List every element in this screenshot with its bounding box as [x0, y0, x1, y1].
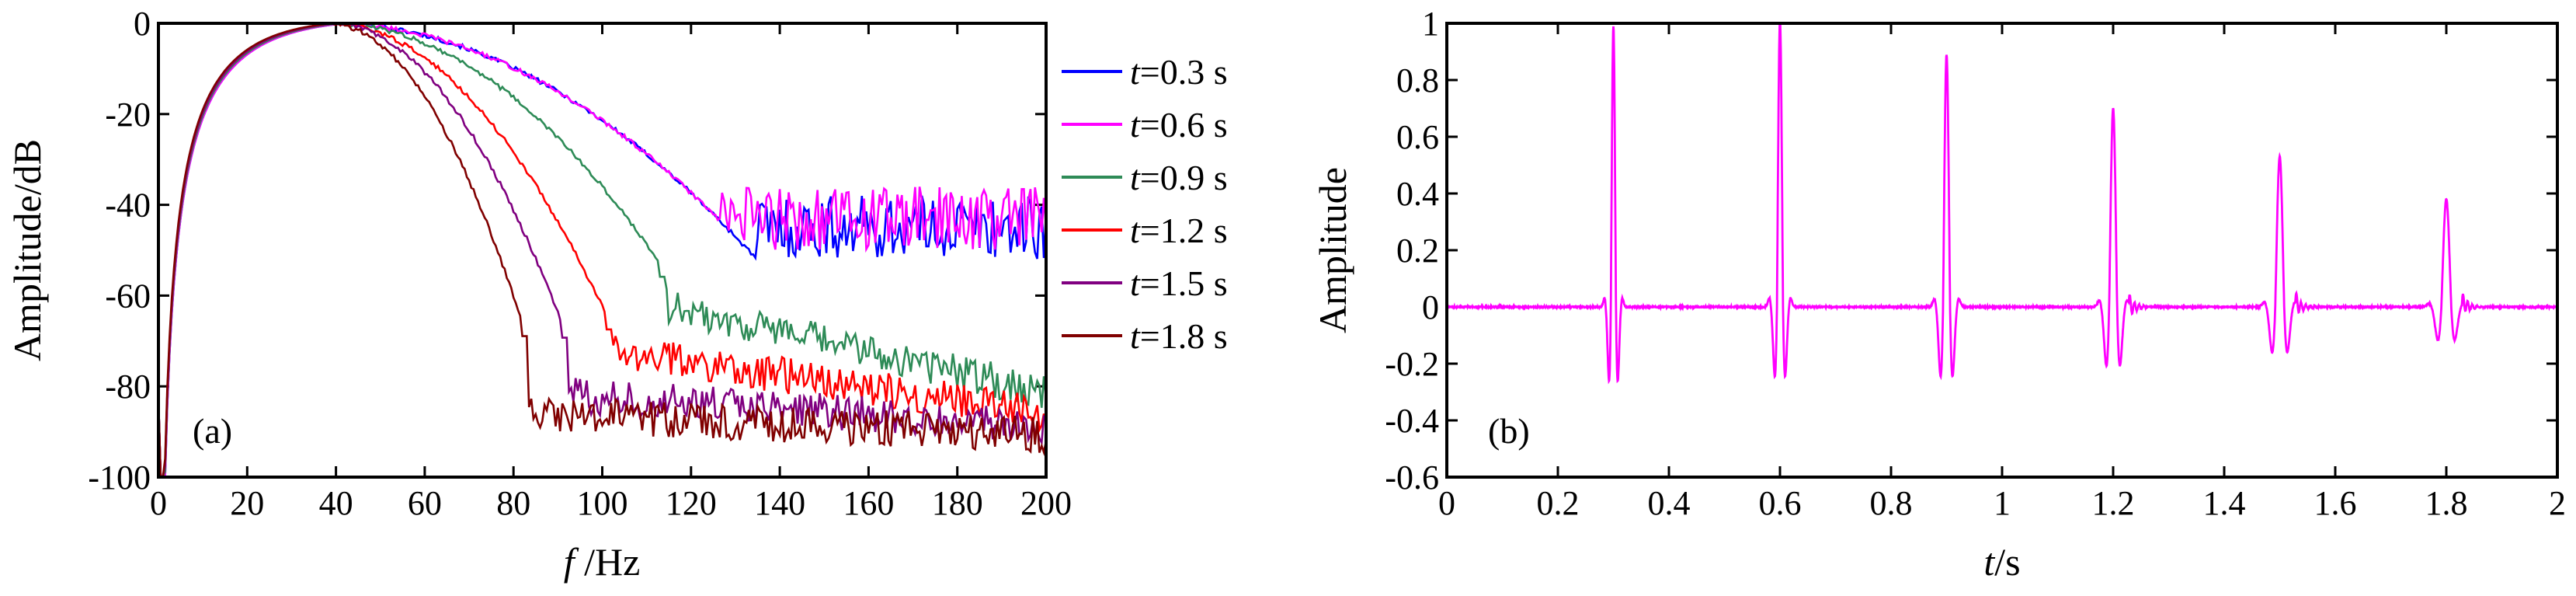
signal-y-tick-label: 0.4	[1396, 175, 1439, 213]
spectrum-y-tick-label: -100	[88, 458, 151, 497]
legend-value: =0.3 s	[1140, 52, 1228, 92]
signal-x-tick-label: 0.2	[1537, 484, 1580, 522]
spectrum-x-tick-label: 180	[932, 484, 983, 522]
legend-var: t	[1130, 158, 1141, 197]
spectrum-x-tick-label: 60	[408, 484, 442, 522]
signal-panel-label: (b)	[1488, 411, 1530, 451]
signal-x-tick-label: 1.4	[2203, 484, 2246, 522]
spectrum-x-tick-label: 100	[577, 484, 628, 522]
legend-var: t	[1130, 105, 1141, 145]
spectrum-x-axis-label: f /Hz	[564, 540, 641, 584]
spectrum-x-tick-label: 40	[319, 484, 353, 522]
signal-x-tick-label: 1.8	[2425, 484, 2468, 522]
signal-y-tick-label: -0.2	[1385, 345, 1439, 383]
spectrum-panel: 0 20 40 60 80 100 120 140 160 180 200 -100 -80 -60 -40…	[5, 5, 1228, 584]
legend-value: =1.8 s	[1140, 316, 1228, 356]
signal-x-tick-label: 2	[2549, 484, 2566, 522]
legend-label: t=0.3 s	[1130, 52, 1228, 92]
signal-y-tick-label: 0.2	[1396, 232, 1439, 270]
signal-x-tick-label: 0.8	[1870, 484, 1913, 522]
spectrum-series-line	[158, 23, 1046, 477]
spectrum-x-tick-label: 200	[1020, 484, 1072, 522]
time-signal-panel: 0 0.2 0.4 0.6 0.8 1 1.2 1.4 1.6 1.8 2 -0.6 -0.4 -0.2 0…	[1311, 5, 2566, 584]
spectrum-x-tick-label: 0	[150, 484, 167, 522]
signal-y-tick-label: -0.6	[1385, 458, 1439, 497]
spectrum-x-axis-unit: /Hz	[575, 540, 641, 584]
spectrum-series-line	[158, 23, 1046, 477]
spectrum-series-line	[158, 23, 1046, 477]
signal-x-axis-var: t	[1983, 540, 1995, 584]
legend-value: =1.2 s	[1140, 211, 1228, 250]
signal-plot-frame	[1445, 22, 2559, 479]
spectrum-x-tick-label: 20	[230, 484, 264, 522]
legend-var: t	[1130, 52, 1141, 92]
legend-label: t=0.6 s	[1130, 105, 1228, 145]
spectrum-ticks: 0 20 40 60 80 100 120 140 160 180 200 -100 -80 -60 -40…	[88, 5, 1072, 522]
signal-x-axis-unit: /s	[1994, 540, 2020, 584]
spectrum-y-axis-label: Amplitude/dB	[5, 139, 49, 361]
legend-label: t=1.5 s	[1130, 263, 1228, 303]
signal-x-tick-label: 0.4	[1648, 484, 1691, 522]
spectrum-x-tick-label: 140	[754, 484, 805, 522]
spectrum-y-tick-label: -40	[105, 186, 151, 225]
legend-label: t=1.2 s	[1130, 211, 1228, 250]
spectrum-series-line	[158, 23, 1046, 477]
spectrum-plot-frame	[157, 22, 1048, 479]
signal-y-axis-label: Amplitude	[1311, 167, 1354, 333]
signal-x-tick-label: 1.6	[2314, 484, 2357, 522]
legend-label: t=1.8 s	[1130, 316, 1228, 356]
legend-value: =0.9 s	[1140, 158, 1228, 197]
legend-var: t	[1130, 263, 1141, 303]
spectrum-y-tick-label: 0	[134, 5, 151, 43]
signal-x-axis-label: t/s	[1983, 540, 2020, 584]
signal-ticks: 0 0.2 0.4 0.6 0.8 1 1.2 1.4 1.6 1.8 2 -0.6 -0.4 -0.2 0…	[1385, 5, 2566, 522]
signal-y-tick-label: -0.4	[1385, 402, 1439, 440]
spectrum-series	[158, 23, 1046, 477]
legend-var: t	[1130, 316, 1141, 356]
signal-y-tick-label: 1	[1422, 5, 1439, 43]
signal-x-tick-label: 1.2	[2092, 484, 2135, 522]
signal-y-tick-label: 0	[1422, 288, 1439, 326]
spectrum-series-line	[158, 23, 1046, 477]
spectrum-x-tick-label: 160	[843, 484, 894, 522]
spectrum-legend: t=0.3 st=0.6 st=0.9 st=1.2 st=1.5 st=1.8…	[1062, 52, 1228, 356]
spectrum-y-tick-label: -60	[105, 277, 151, 315]
signal-y-tick-label: 0.8	[1396, 61, 1439, 99]
signal-series	[1447, 23, 2557, 385]
legend-value: =0.6 s	[1140, 105, 1228, 145]
signal-y-tick-label: 0.6	[1396, 118, 1439, 156]
signal-x-tick-label: 0	[1438, 484, 1455, 522]
spectrum-x-tick-label: 80	[496, 484, 530, 522]
legend-label: t=0.9 s	[1130, 158, 1228, 197]
signal-x-tick-label: 1	[1994, 484, 2011, 522]
signal-line	[1447, 23, 2557, 385]
spectrum-series-line	[158, 23, 1046, 477]
legend-value: =1.5 s	[1140, 263, 1228, 303]
signal-x-tick-label: 0.6	[1759, 484, 1802, 522]
legend-var: t	[1130, 211, 1141, 250]
spectrum-x-tick-label: 120	[666, 484, 717, 522]
spectrum-y-tick-label: -20	[105, 96, 151, 134]
spectrum-y-tick-label: -80	[105, 368, 151, 406]
spectrum-panel-label: (a)	[193, 411, 232, 451]
